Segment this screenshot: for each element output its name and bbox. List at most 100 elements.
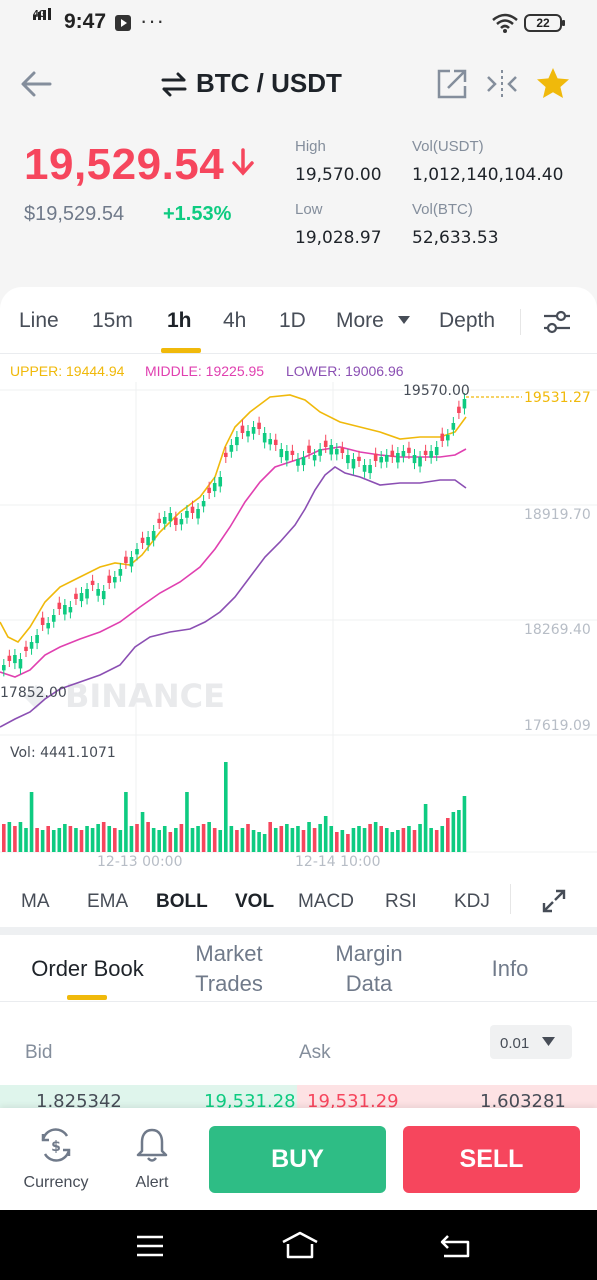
volume-bar [418, 824, 422, 852]
sell-button[interactable]: SELL [403, 1126, 580, 1193]
tab-more[interactable]: More [336, 309, 384, 332]
volume-bar [40, 830, 45, 852]
volume-bar [373, 822, 378, 852]
candle-body [146, 537, 150, 546]
candle-body [68, 607, 73, 613]
buy-button[interactable]: BUY [209, 1126, 386, 1193]
tab-15m[interactable]: 15m [92, 309, 133, 332]
tab-order-book[interactable]: Order Book [20, 954, 155, 984]
candle-body [63, 605, 67, 615]
alert-label: Alert [135, 1174, 169, 1191]
battery-icon: 22 [524, 14, 565, 32]
volume-bar [29, 792, 34, 852]
app-header: BTC / USDT [0, 52, 597, 116]
usd-price: $19,529.54 [24, 203, 125, 225]
candle-body [296, 459, 300, 466]
menu-icon[interactable] [135, 1234, 165, 1258]
indicator-ema[interactable]: EMA [87, 891, 129, 912]
volume-bar [96, 824, 100, 852]
indicator-vol[interactable]: VOL [235, 891, 275, 912]
watermark-logo [24, 685, 48, 709]
volume-bar [129, 826, 134, 852]
candle-body [79, 593, 84, 602]
status-bar: 4G 9:47 ··· 22 [0, 0, 597, 44]
pair-title[interactable]: BTC / USDT [196, 68, 342, 98]
indicator-boll[interactable]: BOLL [156, 891, 208, 912]
volume-bar [229, 826, 234, 852]
candle-body [246, 431, 250, 437]
precision-select[interactable]: 0.01 [490, 1025, 572, 1059]
candle-body [251, 427, 256, 434]
candle-body [407, 447, 411, 453]
candle-body [46, 623, 50, 629]
chart-settings-icon[interactable] [542, 309, 572, 335]
candle-body [113, 577, 117, 583]
indicator-ma[interactable]: MA [21, 891, 50, 912]
tab-margin-data[interactable]: Margin Data [310, 939, 428, 999]
caret-down-icon[interactable] [542, 1037, 555, 1046]
swap-icon[interactable] [160, 72, 188, 98]
volume-bar [384, 828, 389, 852]
fullscreen-icon[interactable] [540, 887, 568, 915]
price-tick: 18919.70 [524, 507, 591, 523]
high-value: 19,570.00 [295, 165, 382, 185]
star-icon[interactable] [535, 66, 571, 100]
tab-info[interactable]: Info [460, 954, 560, 984]
candle-body [290, 450, 295, 455]
candle-body [457, 406, 461, 413]
price-chart[interactable]: BINANCE 19531.27 19570.00 17852.00 18919.70 1… [0, 287, 597, 877]
currency-button[interactable]: $ Currency [10, 1108, 102, 1210]
tab-1d[interactable]: 1D [279, 309, 306, 332]
volume-bar [2, 824, 6, 852]
ask-price[interactable]: 19,531.29 [307, 1091, 399, 1112]
candle-body [212, 483, 217, 492]
volume-bar [174, 828, 178, 852]
volume-bar [340, 830, 345, 852]
volume-bar [179, 824, 184, 852]
tab-market-trades[interactable]: Market Trades [170, 939, 288, 999]
volume-bar [285, 824, 289, 852]
current-price-label: 19531.27 [524, 390, 591, 406]
bid-price[interactable]: 19,531.28 [204, 1091, 296, 1112]
home-icon[interactable] [280, 1230, 320, 1260]
tab-1h[interactable]: 1h [167, 309, 192, 332]
volume-bar [157, 830, 161, 852]
tab-depth[interactable]: Depth [439, 309, 496, 332]
compare-icon[interactable] [484, 68, 520, 100]
indicator-separator [510, 884, 511, 914]
indicator-kdj[interactable]: KDJ [454, 891, 490, 912]
wifi-icon [492, 13, 518, 33]
order-book-panel: Order Book Market Trades Margin Data Info Bid… [0, 935, 597, 1115]
indicator-rsi[interactable]: RSI [385, 891, 417, 912]
indicator-macd[interactable]: MACD [298, 891, 354, 912]
bid-quantity[interactable]: 1.825342 [36, 1091, 122, 1112]
volume-bar [451, 812, 456, 852]
time-tick: 12-14 10:00 [295, 854, 380, 870]
candle-body [190, 506, 195, 513]
volume-bar [51, 830, 56, 852]
candle-body [268, 439, 272, 445]
volume-bar [235, 830, 239, 852]
back-arrow-icon[interactable] [18, 68, 54, 100]
media-icon [115, 15, 131, 31]
candle-body [90, 580, 95, 585]
back-nav-icon[interactable] [438, 1232, 472, 1260]
price-tick: 17619.09 [524, 718, 591, 734]
volume-bar [457, 810, 461, 852]
candle-body [74, 593, 78, 599]
volume-bar [412, 830, 417, 852]
volume-bar [196, 826, 200, 852]
share-icon[interactable] [436, 68, 468, 100]
candle-body [124, 556, 128, 563]
tab-label-line: Margin [335, 941, 403, 966]
volume-bar [357, 826, 361, 852]
tab-line[interactable]: Line [19, 309, 59, 332]
alert-button[interactable]: Alert [112, 1108, 192, 1210]
caret-down-icon[interactable] [397, 315, 411, 325]
candle-body [35, 635, 39, 644]
ask-quantity[interactable]: 1.603281 [480, 1091, 566, 1112]
candle-body [368, 465, 372, 474]
volume-bar [262, 834, 267, 852]
tab-4h[interactable]: 4h [223, 309, 247, 332]
